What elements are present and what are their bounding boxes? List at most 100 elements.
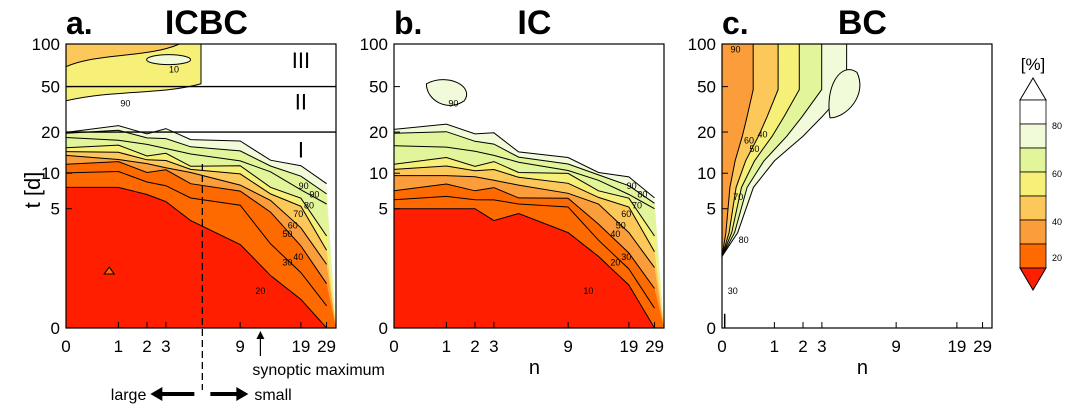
contour-label: 30: [282, 258, 292, 268]
y-tick-label: 0: [379, 319, 388, 338]
contour-label: 70: [293, 209, 303, 219]
contour-line: [66, 129, 327, 195]
panel-title: BC: [838, 4, 887, 42]
x-tick-label: 9: [891, 337, 900, 356]
contour-label: 90: [730, 45, 740, 55]
y-tick-label: 20: [369, 123, 388, 142]
x-tick-label: 3: [489, 337, 498, 356]
contour-label: 20: [255, 286, 265, 296]
contour-line: [394, 195, 655, 309]
x-tick-label: 1: [114, 337, 123, 356]
panel-title: IC: [517, 4, 551, 42]
synoptic-maximum-label: synoptic maximum: [252, 362, 384, 379]
contour-label: 70: [632, 201, 642, 211]
y-tick-label: 100: [32, 35, 60, 54]
contour-line: [394, 145, 655, 210]
y-tick-label: 5: [51, 200, 60, 219]
contour-label: 70: [733, 192, 743, 202]
contour-label: 50: [282, 229, 292, 239]
region-label: II: [295, 89, 307, 114]
contour-band: [394, 208, 664, 328]
y-tick-label: 5: [707, 200, 716, 219]
large-label: large: [111, 387, 147, 404]
contour-label: 30: [728, 286, 738, 296]
contour-fill: [394, 44, 664, 328]
colorbar-segment: [1019, 195, 1047, 221]
contour-label: 90: [120, 98, 130, 108]
y-tick-label: 50: [697, 78, 716, 97]
contour-label: 10: [169, 64, 179, 74]
small-label: small: [254, 387, 291, 404]
contour-label: 90: [309, 189, 319, 199]
contour-label: 40: [757, 130, 767, 140]
colorbar-tick-label: 80: [1052, 121, 1062, 131]
contour-line: [66, 186, 327, 328]
large-arrowhead: [150, 387, 163, 401]
colorbar: [%] 80 60 40 20: [1019, 55, 1062, 291]
contour-label: 20: [610, 258, 620, 268]
colorbar-top-triangle: [1019, 77, 1047, 101]
x-tick-label: 19: [947, 337, 966, 356]
contour-band: [722, 44, 754, 328]
contour-line: [394, 175, 655, 268]
contour-label: 10: [583, 286, 593, 296]
synoptic-arrowhead: [256, 331, 265, 339]
y-tick-label: 50: [41, 78, 60, 97]
contour-fill: [66, 44, 336, 328]
x-tick-label: 3: [161, 337, 170, 356]
x-axis-label: n: [529, 357, 540, 379]
contour-line: [66, 161, 328, 284]
contour-line: [394, 208, 655, 328]
contour-label: 90: [299, 181, 309, 191]
panel-letter: c.: [722, 5, 749, 41]
x-tick-label: 1: [442, 337, 451, 356]
contour-label: 60: [744, 135, 754, 145]
contour-label: 40: [610, 229, 620, 239]
contour-line: [66, 125, 327, 185]
colorbar-segment: [1019, 99, 1047, 125]
colorbar-segment: [1019, 147, 1047, 173]
panel-title: ICBC: [165, 4, 248, 42]
x-tick-label: 2: [142, 337, 151, 356]
contour-label: 30: [621, 252, 631, 262]
contour-label: 40: [293, 252, 303, 262]
contour-line: [66, 170, 327, 307]
colorbar-tick-label: 40: [1052, 217, 1062, 227]
panel-letter: a.: [66, 5, 93, 41]
y-tick-label: 5: [379, 200, 388, 219]
plot-frame: [393, 43, 665, 329]
y-tick-label: 10: [41, 164, 60, 183]
contour-band: [66, 187, 336, 328]
x-tick-label: 9: [563, 337, 572, 356]
contour-label: 80: [304, 201, 314, 211]
y-tick-label: 100: [688, 35, 716, 54]
y-tick-label: 0: [51, 319, 60, 338]
colorbar-segment: [1019, 243, 1047, 269]
contour-line: [394, 183, 655, 289]
x-tick-label: 2: [798, 337, 807, 356]
contour-fill: [722, 44, 992, 328]
region-label: I: [298, 138, 304, 163]
contour-label: 90: [627, 181, 637, 191]
x-tick-label: 2: [470, 337, 479, 356]
x-tick-label: 9: [235, 337, 244, 356]
y-tick-label: 20: [697, 123, 716, 142]
colorbar-tick-label: 60: [1052, 169, 1062, 179]
x-tick-label: 19: [291, 337, 310, 356]
contour-line: [394, 156, 655, 237]
small-arrowhead: [236, 387, 249, 401]
y-tick-label: 100: [360, 35, 388, 54]
x-tick-label: 1: [770, 337, 779, 356]
contour-label: 80: [739, 235, 749, 245]
y-tick-label: 20: [41, 123, 60, 142]
y-axis-label: t [d]: [20, 172, 45, 209]
contour-band: [66, 44, 180, 68]
contour-line: [66, 154, 328, 265]
contour-band: [146, 54, 192, 66]
y-tick-label: 10: [697, 164, 716, 183]
x-tick-label: 29: [645, 337, 664, 356]
contour-band: [425, 79, 467, 106]
